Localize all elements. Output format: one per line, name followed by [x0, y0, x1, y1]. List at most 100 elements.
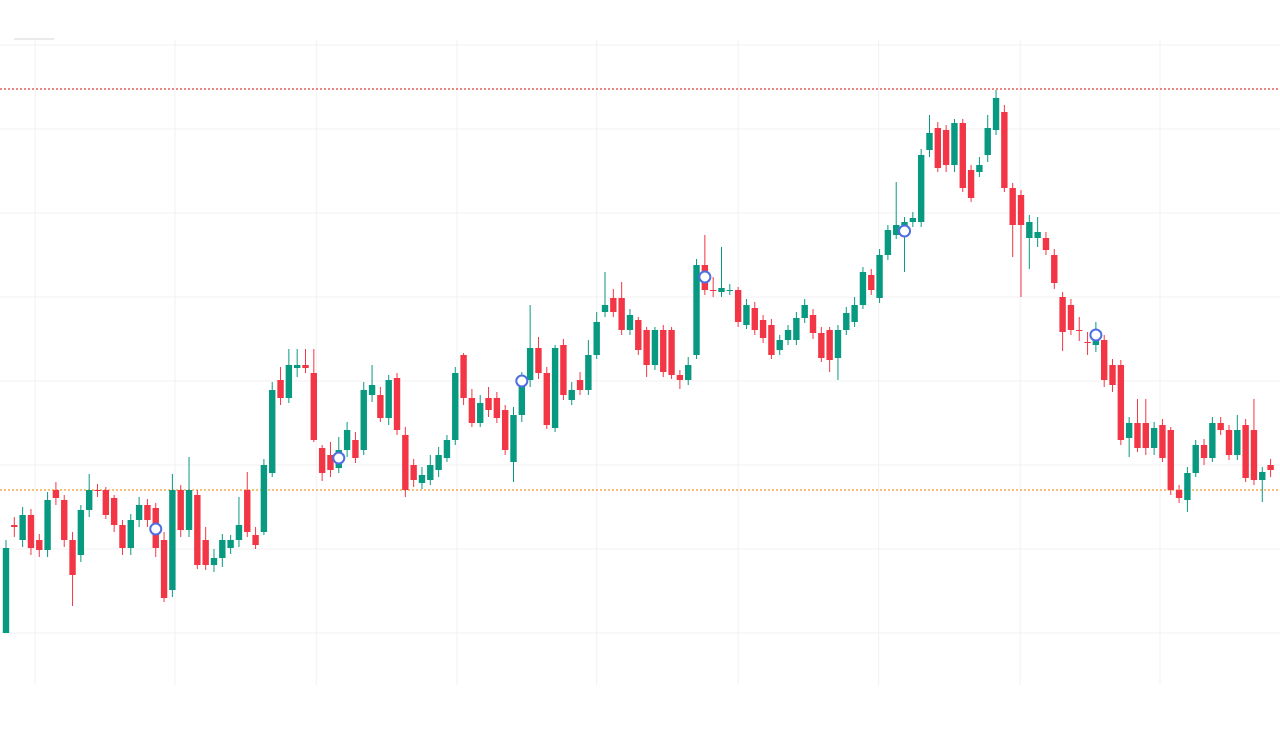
candle-body: [751, 308, 758, 330]
candle-body: [610, 298, 617, 312]
candle-body: [402, 435, 409, 490]
candle-body: [44, 500, 51, 550]
candle-body: [244, 490, 251, 532]
candle-body: [917, 155, 925, 222]
candle-body: [1167, 430, 1174, 490]
candle-body: [1101, 340, 1108, 380]
candle-body: [194, 495, 201, 565]
candle-body: [967, 170, 975, 198]
candle-body: [1217, 423, 1224, 430]
candle-body: [427, 465, 434, 480]
markers: [149, 224, 1103, 536]
candle-body: [235, 525, 243, 540]
candle-body: [734, 290, 742, 322]
candle-body: [510, 415, 517, 462]
candle-body: [518, 380, 526, 415]
candle-body: [1001, 112, 1008, 188]
candle-body: [1134, 423, 1141, 448]
candle-body: [36, 540, 43, 550]
candle-body: [1267, 465, 1274, 470]
candle-body: [1067, 305, 1075, 330]
signal-marker: [698, 270, 712, 284]
candle-body: [959, 123, 966, 188]
candle-body: [668, 330, 675, 375]
candle-body: [435, 455, 442, 470]
candle-body: [868, 275, 875, 290]
candle-body: [976, 165, 983, 172]
candle-body: [85, 490, 93, 510]
candle-body: [743, 305, 750, 325]
candle-body: [1017, 195, 1025, 225]
candle-body: [202, 540, 209, 565]
candle-body: [1059, 297, 1066, 332]
candle-body: [784, 330, 792, 340]
candle-body: [377, 395, 384, 418]
candle-body: [859, 272, 867, 305]
candle-body: [576, 380, 584, 390]
candle-body: [219, 540, 226, 558]
candle-body: [368, 385, 376, 395]
candle-body: [177, 490, 184, 530]
candle-body: [410, 465, 417, 480]
candle-body: [909, 218, 917, 222]
candle-body: [418, 475, 426, 483]
candle-body: [468, 398, 476, 423]
candle-body: [568, 390, 575, 400]
candle-body: [135, 505, 143, 520]
candle-body: [884, 230, 892, 255]
candle-body: [718, 288, 725, 292]
candle-body: [1259, 472, 1266, 480]
candle-body: [260, 465, 268, 532]
candle-body: [1076, 330, 1083, 331]
candle-body: [818, 333, 825, 358]
candle-body: [1209, 423, 1216, 458]
candle-body: [1242, 425, 1249, 478]
candle-body: [69, 540, 76, 575]
candle-body: [27, 515, 35, 548]
candle-body: [252, 535, 259, 545]
candle-body: [77, 510, 85, 555]
candle-body: [543, 373, 550, 425]
candle-body: [493, 398, 501, 418]
candle-body: [1142, 423, 1150, 448]
candle-body: [801, 305, 808, 318]
candle-body: [759, 320, 767, 338]
candle-body: [293, 365, 301, 368]
candle-body: [768, 325, 775, 355]
signal-marker: [898, 224, 912, 238]
candles: [2, 90, 1274, 633]
candle-body: [1225, 430, 1233, 455]
candle-body: [277, 380, 284, 398]
candle-body: [809, 315, 817, 333]
candle-body: [94, 490, 101, 491]
candle-body: [443, 440, 451, 458]
candle-body: [477, 403, 484, 423]
candle-body: [385, 380, 392, 418]
candle-body: [1051, 255, 1058, 283]
candle-body: [2, 548, 10, 633]
candle-body: [1009, 188, 1016, 225]
candle-body: [1109, 365, 1116, 385]
candle-body: [893, 225, 900, 235]
levels: [0, 88, 1280, 491]
candle-body: [327, 455, 334, 470]
candle-body: [269, 390, 276, 473]
candle-body: [318, 448, 326, 473]
candle-body: [1125, 423, 1133, 438]
candle-body: [501, 410, 509, 450]
candle-body: [776, 340, 783, 350]
candle-body: [1184, 473, 1191, 500]
candle-body: [593, 322, 600, 355]
candle-body: [834, 330, 842, 358]
candle-body: [127, 520, 134, 548]
candle-body: [485, 398, 492, 410]
candle-body: [452, 373, 459, 440]
candle-body: [942, 130, 950, 165]
candle-body: [19, 515, 26, 540]
candle-body: [1200, 445, 1208, 458]
candle-body: [160, 540, 168, 598]
candle-body: [52, 490, 60, 498]
candle-body: [793, 318, 800, 340]
candle-body: [560, 345, 567, 395]
